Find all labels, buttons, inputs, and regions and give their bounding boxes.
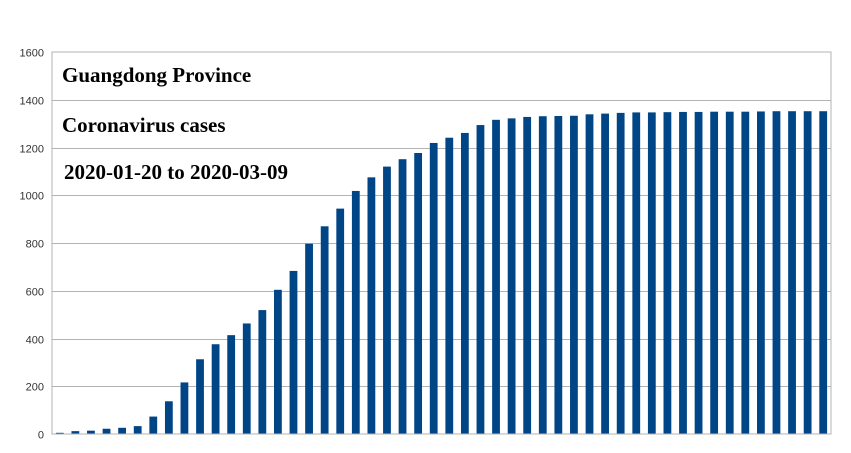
bar-2020-02-01 (242, 323, 251, 434)
bar-2020-02-03 (274, 289, 282, 434)
bar-2020-02-07 (336, 208, 345, 434)
bar-2020-02-06 (320, 226, 329, 434)
y-tick-label: 1400 (20, 96, 44, 108)
bar-2020-01-30 (211, 344, 220, 434)
bar-2020-03-05 (757, 111, 765, 434)
bar-2020-01-21 (71, 431, 80, 434)
bar-2020-01-20 (55, 432, 64, 434)
bar-2020-02-26 (632, 112, 641, 435)
y-tick-label: 200 (26, 382, 44, 394)
y-tick-label: 600 (26, 287, 44, 299)
bar-2020-03-01 (694, 111, 703, 435)
bar-2020-02-20 (538, 116, 547, 434)
y-tick-label: 0 (38, 430, 44, 442)
bar-2020-02-22 (570, 115, 578, 434)
bar-2020-02-16 (476, 125, 485, 434)
bar-2020-03-09 (819, 111, 828, 435)
bar-2020-02-08 (351, 190, 360, 434)
y-tick-label: 1200 (20, 144, 44, 156)
bar-2020-03-04 (741, 111, 750, 434)
bar-2020-01-26 (149, 416, 158, 434)
bar-2020-02-29 (679, 111, 687, 435)
bar-2020-02-28 (663, 112, 672, 434)
bar-2020-01-27 (164, 401, 173, 434)
bar-2020-01-28 (180, 382, 189, 434)
bar-2020-02-11 (398, 159, 407, 434)
bar-2020-03-02 (710, 111, 719, 434)
bar-2020-02-21 (554, 115, 563, 435)
bar-2020-02-13 (429, 142, 438, 434)
plot-area-frame (51, 51, 832, 435)
bar-2020-02-04 (289, 270, 298, 434)
bar-2020-03-03 (725, 111, 734, 434)
bar-2020-02-14 (445, 137, 454, 434)
bar-2020-02-09 (367, 177, 376, 434)
bar-2020-02-12 (414, 152, 423, 435)
bar-2020-02-10 (383, 166, 391, 434)
bar-2020-03-07 (788, 111, 796, 435)
y-tick-label: 1600 (20, 48, 44, 60)
bar-2020-02-23 (585, 114, 594, 434)
bar-2020-02-24 (601, 113, 609, 434)
bar-2020-01-29 (196, 359, 204, 434)
y-axis-ticks: 0 200 400 600 800 1000 1200 1400 1600 (20, 48, 44, 442)
bar-2020-02-19 (523, 116, 532, 434)
y-tick-label: 800 (26, 239, 44, 251)
y-tick-label: 1000 (20, 191, 44, 203)
chart-subtitle: Coronavirus cases (62, 113, 226, 137)
bar-2020-03-08 (803, 111, 812, 435)
gridlines (52, 100, 831, 387)
bar-2020-01-31 (227, 335, 236, 434)
bar-2020-01-22 (87, 430, 95, 434)
bars (55, 111, 828, 435)
bar-2020-02-17 (492, 119, 500, 434)
bar-2020-01-25 (133, 426, 142, 434)
bar-2020-01-24 (118, 427, 126, 434)
chart-title: Guangdong Province (62, 63, 251, 87)
bar-2020-02-25 (616, 112, 625, 434)
bar-2020-02-05 (305, 243, 313, 434)
bar-2020-01-23 (102, 428, 111, 434)
bar-2020-02-02 (258, 310, 267, 434)
bar-2020-02-27 (647, 112, 656, 435)
bar-2020-02-15 (460, 132, 469, 434)
bar-2020-02-18 (507, 118, 516, 435)
bar-2020-03-06 (772, 111, 781, 435)
y-tick-label: 400 (26, 335, 44, 347)
chart-date-range: 2020-01-20 to 2020-03-09 (64, 160, 288, 184)
